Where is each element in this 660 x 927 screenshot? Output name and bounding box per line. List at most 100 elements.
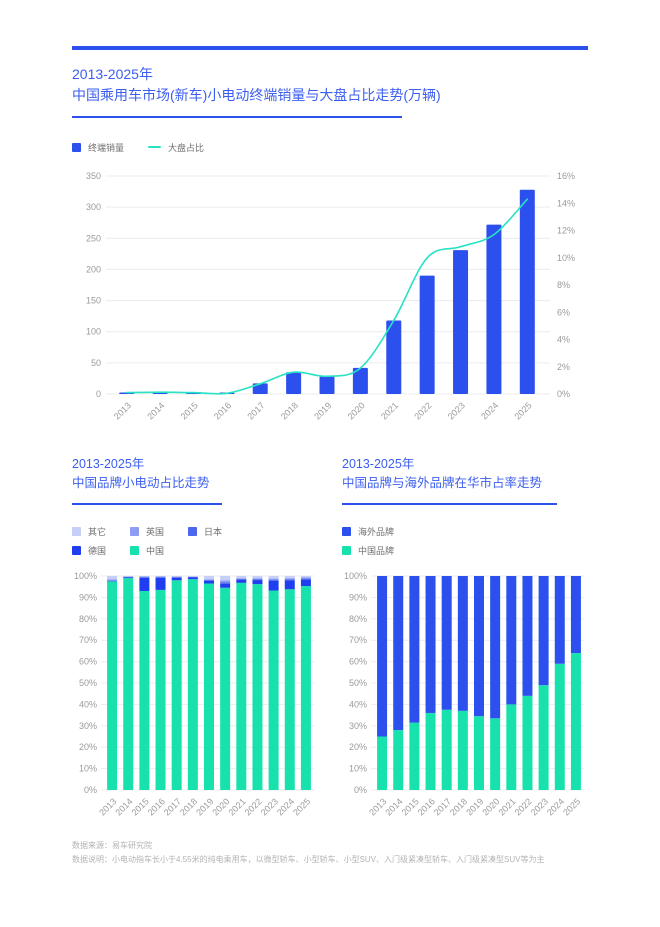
stack-segment	[393, 575, 404, 730]
x-axis-label: 2015	[179, 400, 200, 421]
stack-segment	[522, 695, 533, 790]
stack-segment	[393, 729, 404, 790]
stack-segment	[171, 576, 182, 578]
stack-segment	[123, 577, 134, 578]
x-axis-label: 2015	[130, 796, 151, 817]
stack-segment	[284, 577, 295, 579]
y-axis-label: 90%	[79, 592, 97, 602]
y-axis-label: 60%	[79, 656, 97, 666]
stack-segment	[220, 587, 231, 790]
sales-bar	[252, 383, 268, 394]
right-chart-title-line1: 2013-2025年	[342, 457, 415, 471]
stack-segment	[220, 575, 231, 581]
legend-item: 终端销量	[72, 141, 124, 154]
left-axis-label: 350	[86, 171, 101, 181]
stack-segment	[490, 718, 501, 790]
legend-item: 中国	[130, 544, 164, 557]
stack-segment	[570, 652, 581, 790]
legend-item: 日本	[188, 525, 222, 538]
legend-line-swatch	[148, 146, 162, 148]
y-axis-label: 80%	[79, 614, 97, 624]
stack-segment	[204, 575, 214, 579]
stack-segment	[300, 579, 311, 586]
x-axis-label: 2020	[210, 796, 231, 817]
right-chart-legend: 海外品牌 中国品牌	[342, 527, 588, 556]
data-definition-note: 数据说明：小电动指车长小于4.55米的纯电乘用车，以微型轿车、小型轿车、小型SU…	[72, 855, 545, 865]
y-axis-label: 0%	[354, 785, 367, 795]
x-axis-label: 2014	[383, 796, 404, 817]
left-axis-label: 100	[86, 327, 101, 337]
stack-segment	[252, 575, 263, 578]
x-axis-label: 2013	[367, 796, 388, 817]
data-source-note: 数据来源：易车研究院	[72, 840, 152, 850]
x-axis-label: 2021	[379, 400, 400, 421]
left-axis-label: 300	[86, 202, 101, 212]
stack-segment	[538, 575, 549, 685]
y-axis-label: 80%	[349, 614, 367, 624]
stack-segment	[123, 577, 134, 790]
x-axis-label: 2020	[346, 400, 367, 421]
sales-bar	[286, 372, 302, 394]
legend-label: 大盘占比	[168, 142, 205, 153]
stack-segment	[554, 663, 565, 790]
stack-segment	[204, 578, 214, 580]
stack-segment	[107, 578, 118, 581]
stack-segment	[107, 580, 118, 582]
legend-square-swatch	[342, 527, 351, 537]
x-axis-label: 2021	[496, 796, 517, 817]
legend-label: 中国品牌	[358, 546, 395, 557]
left-title-underline	[72, 502, 222, 505]
stack-segment	[268, 578, 279, 580]
legend-square-swatch	[188, 527, 198, 537]
x-axis-label: 2025	[291, 796, 312, 817]
stack-segment	[425, 575, 436, 713]
page-title-line2: 中国乘用车市场(新车)小电动终端销量与大盘占比走势(万辆)	[72, 87, 441, 103]
stack-segment	[474, 715, 484, 790]
legend-row: 其它 英国 日本	[72, 527, 318, 537]
stacked-chart-svg: 100%90%80%70%60%50%40%30%20%10%0%2013201…	[344, 571, 584, 817]
stacked-chart-svg: 100%90%80%70%60%50%40%30%20%10%0%2013201…	[74, 571, 314, 817]
x-axis-label: 2017	[162, 796, 183, 817]
stack-segment	[139, 576, 150, 578]
x-axis-label: 2014	[145, 400, 166, 421]
brand-mix-chart: 100% 90% 80% 70% 60% 50% 40% 30% 20% 10% 0% 2013 201…	[72, 566, 318, 827]
stack-segment	[284, 575, 295, 578]
stack-segment	[187, 577, 198, 579]
x-axis-label: 2018	[448, 796, 469, 817]
left-chart-title: 2013-2025年 中国品牌小电动占比走势	[72, 455, 318, 494]
right-axis-label: 6%	[557, 307, 570, 317]
stack-segment	[300, 578, 311, 580]
stack-segment	[252, 583, 263, 790]
x-axis-label: 2022	[412, 400, 433, 421]
left-chart-legend: 其它 英国 日本 德国 中国	[72, 527, 318, 556]
stack-segment	[300, 585, 311, 790]
legend-label: 日本	[204, 527, 223, 538]
x-axis-label: 2017	[432, 796, 453, 817]
stack-segment	[506, 575, 517, 705]
legend-item: 德国	[72, 544, 106, 557]
y-axis-label: 100%	[74, 571, 97, 581]
stack-segment	[252, 579, 263, 584]
legend-square-swatch	[342, 546, 351, 556]
stack-segment	[300, 575, 311, 578]
stack-segment	[570, 575, 581, 653]
y-axis-label: 10%	[79, 763, 97, 773]
legend-row: 中国品牌	[342, 546, 588, 556]
y-axis-label: 70%	[79, 635, 97, 645]
sales-bar	[519, 189, 535, 394]
x-axis-label: 2024	[275, 796, 296, 817]
x-axis-label: 2019	[194, 796, 215, 817]
stack-segment	[220, 580, 231, 582]
right-axis-label: 2%	[557, 362, 570, 372]
stack-segment	[252, 578, 263, 580]
top-divider	[72, 46, 588, 50]
y-axis-label: 50%	[349, 678, 367, 688]
legend-label: 其它	[88, 527, 107, 538]
stack-segment	[236, 575, 247, 578]
combo-chart-svg: 350 300 250 200 150 100 50 0 16% 14% 12% 10% 8% 6% 4% 2…	[86, 171, 575, 422]
china-vs-foreign-chart: 100% 90% 80% 70% 60% 50% 40% 30% 20% 10% 0% 2013 201…	[342, 566, 588, 827]
stack-segment	[236, 579, 247, 583]
y-axis-label: 40%	[349, 699, 367, 709]
legend-item: 大盘占比	[148, 141, 204, 154]
stack-segment	[187, 575, 198, 577]
